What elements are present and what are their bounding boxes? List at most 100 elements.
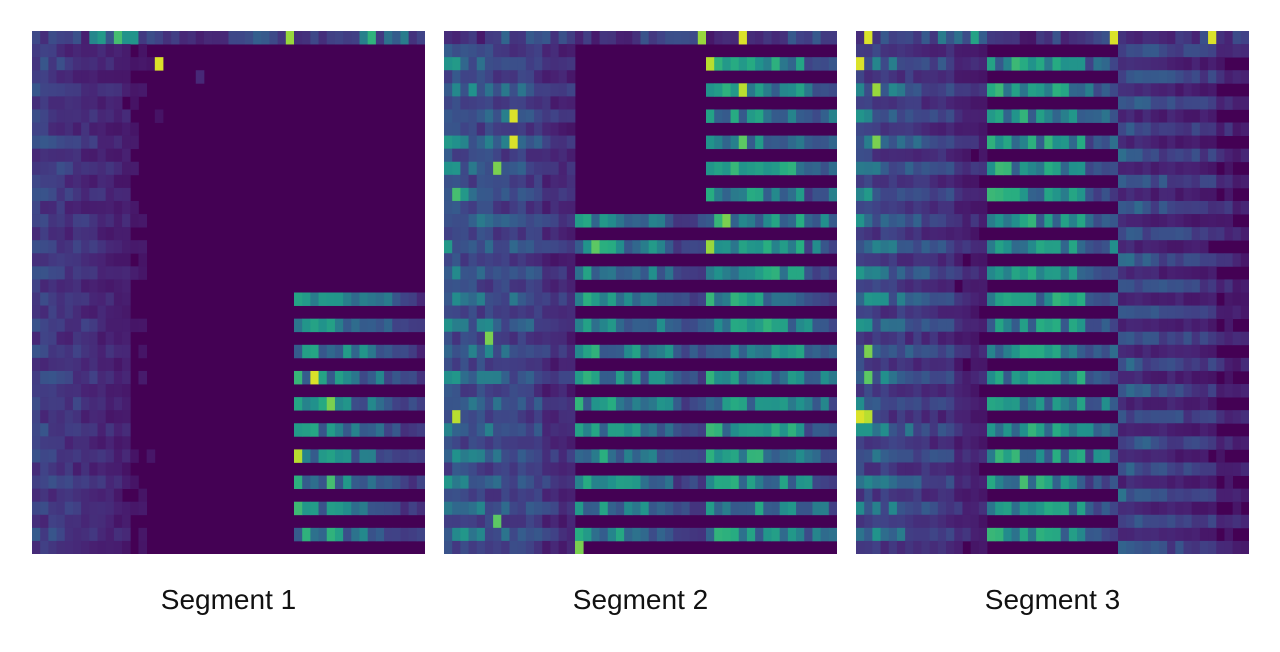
heatmap-cell	[517, 475, 527, 490]
heatmap-cell	[1003, 135, 1012, 150]
heatmap-cell	[40, 540, 49, 554]
heatmap-cell	[730, 240, 740, 254]
heatmap-cell	[689, 240, 699, 254]
heatmap-cell	[408, 423, 418, 437]
heatmap-cell	[534, 96, 543, 110]
heatmap-cell	[615, 31, 625, 45]
heatmap-cell	[1060, 449, 1070, 463]
heatmap-cell	[1167, 227, 1176, 241]
heatmap-cell	[302, 527, 311, 542]
heatmap-cell	[1191, 227, 1201, 241]
heatmap-cell	[1216, 279, 1225, 293]
heatmap-cell	[384, 527, 393, 542]
heatmap-cell	[746, 318, 756, 333]
heatmap-cell	[1216, 436, 1225, 450]
heatmap-cell	[105, 44, 115, 58]
heatmap-cell	[946, 96, 955, 110]
heatmap-cell	[64, 292, 74, 306]
heatmap-cell	[558, 266, 568, 280]
heatmap-cell	[1232, 200, 1242, 215]
heatmap-cell	[1109, 527, 1119, 542]
heatmap-cell	[1158, 527, 1168, 542]
heatmap-cell	[171, 31, 180, 45]
heatmap-cell	[1027, 449, 1037, 463]
heatmap-cell	[32, 31, 41, 45]
heatmap-cell	[913, 253, 922, 267]
heatmap-cell	[856, 462, 865, 476]
heatmap-cell	[1150, 109, 1160, 123]
heatmap-cell	[468, 318, 478, 333]
heatmap-cell	[921, 44, 931, 58]
heatmap-cell	[1142, 44, 1152, 58]
heatmap-cell	[978, 410, 988, 424]
heatmap-cell	[501, 527, 510, 542]
heatmap-cell	[1150, 227, 1160, 241]
heatmap-cell	[978, 57, 988, 71]
heatmap-cell	[615, 292, 625, 306]
heatmap-cell	[1077, 31, 1086, 45]
heatmap-cell	[978, 135, 988, 150]
heatmap-cell	[722, 527, 731, 542]
heatmap-cell	[558, 200, 568, 215]
heatmap-cell	[722, 109, 731, 123]
heatmap-cell	[566, 501, 576, 516]
heatmap-cell	[48, 227, 57, 241]
heatmap-cell	[656, 31, 666, 45]
heatmap-cell	[493, 44, 502, 58]
heatmap-cell	[476, 31, 486, 45]
heatmap-cell	[880, 161, 890, 176]
heatmap-cell	[591, 214, 600, 228]
heatmap-cell	[1060, 161, 1070, 176]
heatmap-cell	[1199, 305, 1209, 320]
heatmap-cell	[929, 83, 939, 97]
heatmap-cell	[566, 200, 576, 215]
heatmap-cell	[1224, 44, 1234, 58]
heatmap-cell	[763, 370, 772, 385]
heatmap-cell	[946, 109, 955, 123]
heatmap-cell	[730, 83, 740, 97]
heatmap-cell	[1011, 161, 1021, 176]
heatmap-cell	[1167, 31, 1176, 45]
heatmap-cell	[542, 148, 551, 163]
heatmap-cell	[416, 423, 425, 437]
heatmap-cell	[334, 501, 344, 516]
heatmap-cell	[493, 135, 502, 150]
heatmap-cell	[1134, 161, 1143, 176]
heatmap-cell	[812, 187, 822, 202]
heatmap-cell	[921, 266, 931, 280]
heatmap-cell	[921, 70, 931, 84]
heatmap-cell	[97, 488, 107, 503]
heatmap-cell	[130, 200, 139, 215]
heatmap-cell	[1216, 488, 1225, 503]
heatmap-cell	[1240, 200, 1249, 215]
heatmap-cell	[122, 462, 131, 476]
heatmap-cell	[905, 436, 914, 450]
heatmap-cell	[89, 122, 98, 136]
heatmap-cell	[779, 475, 789, 490]
heatmap-cell	[1199, 31, 1209, 45]
heatmap-cell	[921, 31, 931, 45]
heatmap-cell	[946, 83, 955, 97]
heatmap-cell	[97, 187, 107, 202]
heatmap-cell	[1093, 214, 1103, 228]
heatmap-cell	[615, 527, 625, 542]
heatmap-cell	[468, 174, 478, 189]
heatmap-cell	[113, 83, 123, 97]
heatmap-cell	[1052, 318, 1062, 333]
heatmap-cell	[913, 514, 922, 529]
heatmap-cell	[722, 423, 731, 437]
heatmap-cell	[40, 161, 49, 176]
heatmap-cell	[476, 540, 486, 554]
heatmap-cell	[978, 200, 988, 215]
heatmap-cell	[796, 214, 805, 228]
heatmap-cell	[56, 318, 66, 333]
heatmap-cell	[1101, 57, 1111, 71]
heatmap-cell	[796, 344, 805, 359]
heatmap-cell	[566, 240, 576, 254]
heatmap-cell	[534, 410, 543, 424]
heatmap-cell	[566, 384, 576, 398]
heatmap-cell	[468, 292, 478, 306]
heatmap-cell	[864, 200, 873, 215]
heatmap-cell	[706, 83, 715, 97]
heatmap-cell	[1044, 475, 1053, 490]
